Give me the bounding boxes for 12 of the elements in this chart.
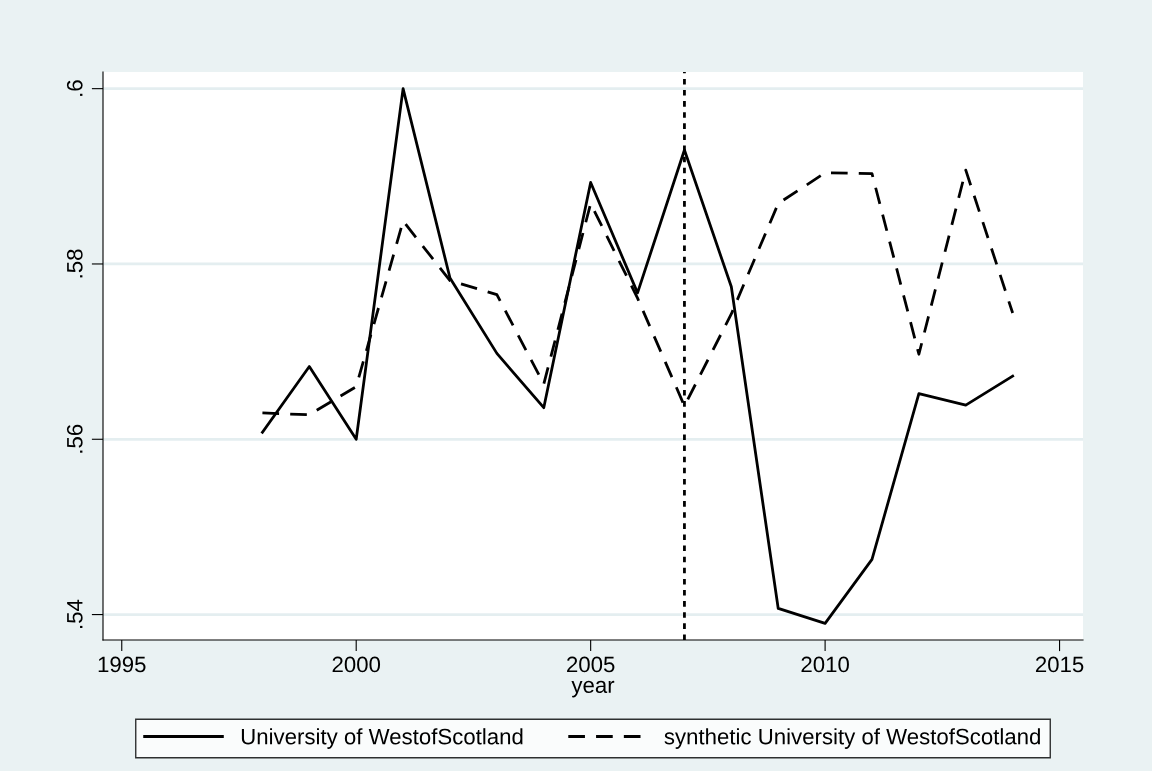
x-tick-label: 2015: [1035, 656, 1084, 673]
x-tick-label: 2005: [567, 656, 615, 673]
x-tick-label: 2010: [801, 656, 849, 673]
y-tick-label: .56: [66, 424, 83, 453]
legend-label: University of WestofScotland: [241, 728, 523, 749]
x-tick-label: 1995: [98, 656, 146, 673]
x-axis-title: year: [571, 680, 615, 698]
y-tick-label: .6: [66, 80, 83, 96]
x-tick-label: 2000: [332, 656, 381, 673]
legend-label: synthetic University of WestofScotland: [664, 728, 1040, 749]
y-tick-label: .58: [66, 249, 83, 278]
y-tick-label: .54: [67, 599, 83, 628]
